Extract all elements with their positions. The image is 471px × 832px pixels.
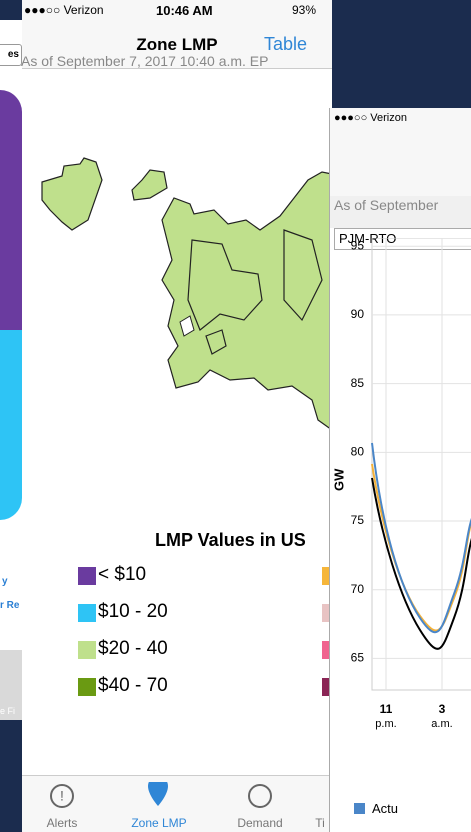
y-tick-label: 95 <box>351 238 365 252</box>
left-text: y <box>2 576 8 587</box>
legend-label: $20 - 40 <box>98 638 168 659</box>
legend-label: Actu <box>372 801 399 816</box>
y-tick-label: 65 <box>351 651 365 665</box>
legend-swatch <box>78 604 96 622</box>
y-tick-label: 75 <box>351 513 365 527</box>
demand-chart: 65 70 75 80 85 90 95 GW 11 p.m. 3 a.m. <box>331 238 471 730</box>
as-of: As of September 7, 2017 10:40 a.m. EP <box>21 53 269 69</box>
left-text: e Fi <box>0 706 16 716</box>
y-tick-label: 70 <box>351 582 365 596</box>
zone-screen: ●●●○○ Verizon 10:46 AM 93% Zone LMP Tabl… <box>21 0 340 832</box>
x-tick-label: 3 <box>439 702 446 716</box>
demand-icon <box>248 784 272 808</box>
y-tick-label: 90 <box>351 307 365 321</box>
nav-bar <box>330 108 471 197</box>
legend-swatch <box>78 641 96 659</box>
legend-swatch <box>78 567 96 585</box>
left-icons <box>0 650 22 730</box>
pie-purple <box>0 90 22 330</box>
alert-icon <box>50 784 74 808</box>
plot-frame <box>371 238 471 691</box>
as-of: As of September <box>334 197 439 213</box>
legend-title: LMP Values in US <box>155 530 306 550</box>
carrier: ●●●○○ Verizon <box>334 112 407 124</box>
legend-swatch <box>354 803 365 814</box>
zone-icon <box>148 782 168 806</box>
legend-label: $40 - 70 <box>98 675 168 696</box>
tab-icons: ! <box>50 782 272 808</box>
alert-glyph: ! <box>60 788 64 804</box>
left-text: r Re <box>0 600 20 611</box>
x-tick-label: p.m. <box>375 718 396 730</box>
legend-swatch <box>78 678 96 696</box>
tab-label[interactable]: Demand <box>237 816 283 830</box>
y-axis-label: GW <box>331 468 346 491</box>
zone-map <box>41 157 332 430</box>
zone-select[interactable]: PJM-RTO <box>334 228 471 250</box>
tab-label[interactable]: Zone LMP <box>131 816 187 830</box>
nav-bar <box>22 0 332 69</box>
as-of-bar <box>330 196 471 228</box>
time: 10:46 AM <box>156 3 213 18</box>
demand-screen: ●●●○○ Verizon As of September PJM-RTO 65… <box>329 108 471 832</box>
x-tick-label: a.m. <box>431 718 452 730</box>
map-border <box>187 229 323 355</box>
table-button[interactable]: Table <box>264 34 308 54</box>
tab-label[interactable]: Alerts <box>46 816 78 830</box>
map-zone <box>131 169 168 201</box>
pie-cyan <box>0 330 22 520</box>
left-screen: es y r Re e Fi <box>0 0 22 832</box>
battery: 93% <box>292 3 317 17</box>
tab-label[interactable]: Ti <box>315 816 325 830</box>
curve <box>371 442 471 634</box>
legend-label: < $10 <box>98 564 147 585</box>
map-zone <box>161 171 332 430</box>
map-hole <box>179 315 195 337</box>
y-tick-label: 80 <box>351 444 365 458</box>
curve <box>371 477 471 650</box>
nav-title: Zone LMP <box>136 35 218 54</box>
carrier: ●●●○○ Verizon <box>24 3 104 17</box>
tab-bar: ! <box>22 775 332 832</box>
x-tick-label: 11 <box>380 702 393 716</box>
map-zone <box>41 157 103 231</box>
y-tick-label: 85 <box>351 376 365 390</box>
left-bottom <box>0 720 22 832</box>
left-status <box>0 0 22 20</box>
legend-label: $10 - 20 <box>98 601 168 622</box>
left-button[interactable]: es <box>0 44 22 66</box>
